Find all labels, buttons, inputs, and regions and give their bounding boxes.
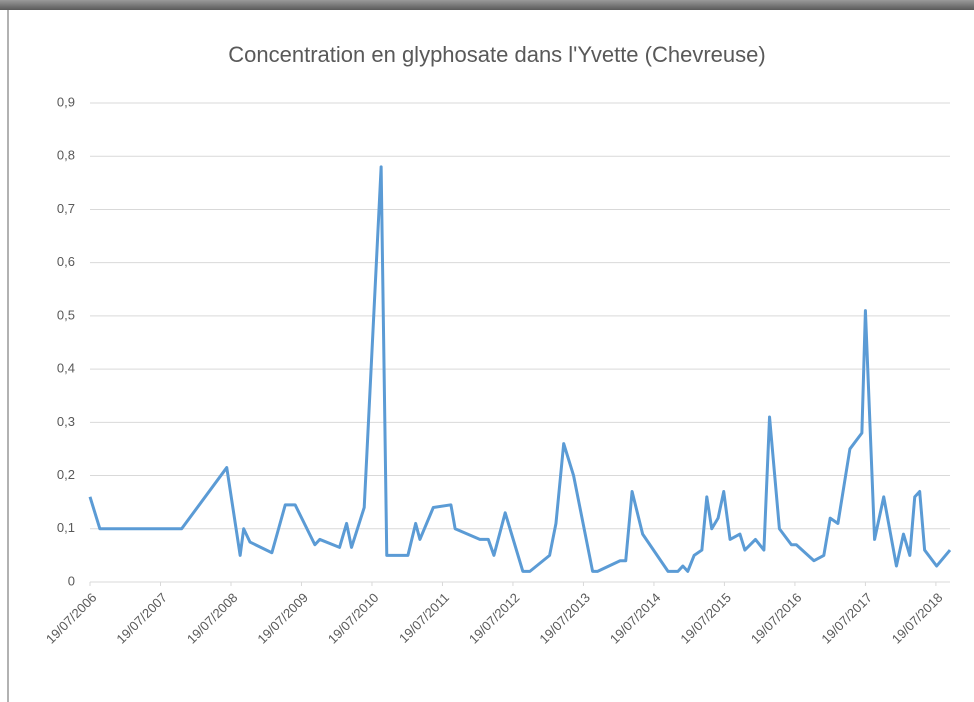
y-tick-label: 0,2 — [57, 467, 75, 482]
y-tick-label: 0,1 — [57, 520, 75, 535]
x-tick-label: 19/07/2014 — [607, 590, 664, 647]
y-tick-label: 0,3 — [57, 414, 75, 429]
y-tick-label: 0,6 — [57, 254, 75, 269]
x-tick-label: 19/07/2010 — [325, 590, 382, 647]
x-tick-label: 19/07/2016 — [748, 590, 805, 647]
window-bar — [0, 0, 974, 10]
y-tick-label: 0,7 — [57, 201, 75, 216]
x-tick-label: 19/07/2013 — [536, 590, 593, 647]
chart-title: Concentration en glyphosate dans l'Yvett… — [228, 42, 765, 67]
data-line — [88, 165, 952, 573]
y-tick-label: 0,8 — [57, 148, 75, 163]
x-tick-label: 19/07/2006 — [43, 590, 100, 647]
y-tick-label: 0 — [68, 573, 75, 588]
x-tick-label: 19/07/2011 — [396, 590, 452, 646]
x-tick-label: 19/07/2015 — [677, 590, 734, 647]
x-tick-label: 19/07/2012 — [466, 590, 523, 647]
x-tick-label: 19/07/2018 — [889, 590, 946, 647]
x-tick-label: 19/07/2007 — [113, 590, 170, 647]
x-tick-label: 19/07/2008 — [184, 590, 241, 647]
x-tick-label: 19/07/2017 — [818, 590, 875, 647]
y-tick-label: 0,4 — [57, 361, 75, 376]
y-tick-label: 0,5 — [57, 307, 75, 322]
x-tick-label: 19/07/2009 — [254, 590, 311, 647]
y-tick-label: 0,9 — [57, 94, 75, 109]
